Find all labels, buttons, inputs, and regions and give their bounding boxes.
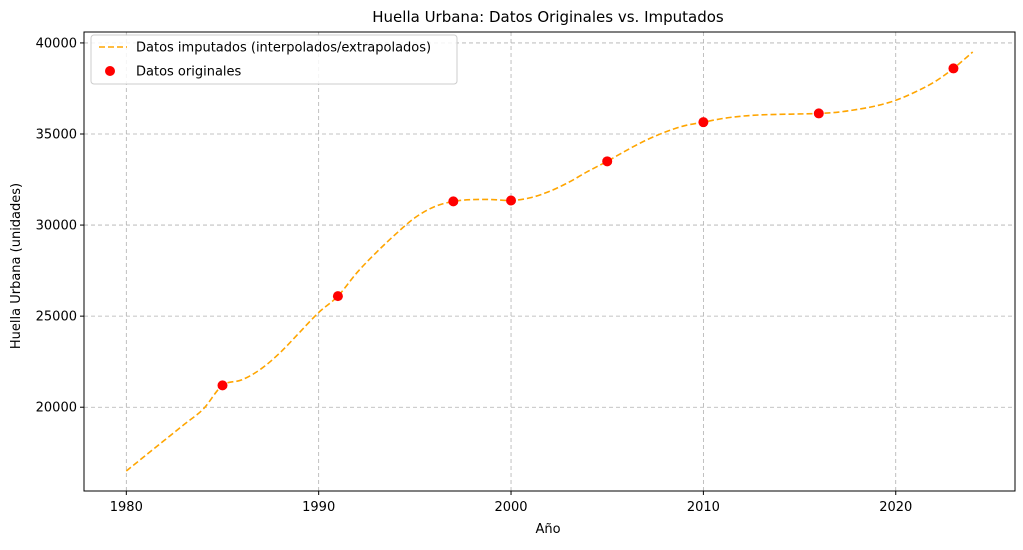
x-tick-label: 1980	[110, 500, 143, 515]
plot-area	[125, 51, 974, 472]
legend-box	[90, 34, 458, 85]
axes-frame	[83, 31, 1016, 492]
y-tick-label: 25000	[36, 310, 77, 325]
legend-label-imputed: Datos imputados (interpolados/extrapolad…	[136, 41, 431, 56]
original-data-point	[602, 156, 613, 167]
x-axis-label: Año	[535, 522, 560, 537]
y-tick-label: 20000	[36, 401, 77, 416]
y-tick-label: 40000	[36, 36, 77, 51]
grid	[84, 32, 1015, 491]
y-axis: 20000 25000 30000 35000 40000	[36, 36, 84, 416]
imputed-series-line	[125, 51, 974, 472]
x-axis: 1980 1990 2000 2010 2020	[110, 491, 912, 515]
y-axis-label: Huella Urbana (unidades)	[9, 183, 24, 349]
original-data-point	[332, 291, 343, 302]
x-tick-label: 2020	[879, 500, 912, 515]
legend-scatter-marker	[105, 66, 115, 76]
original-data-point	[948, 63, 959, 74]
chart-title: Huella Urbana: Datos Originales vs. Impu…	[372, 8, 724, 26]
x-tick-label: 2000	[494, 500, 527, 515]
original-data-point	[506, 195, 517, 206]
y-tick-label: 35000	[36, 128, 77, 143]
legend: Datos imputados (interpolados/extrapolad…	[90, 34, 458, 85]
x-tick-label: 1990	[302, 500, 335, 515]
legend-label-original: Datos originales	[136, 65, 242, 80]
original-data-point	[698, 117, 709, 128]
x-tick-label: 2010	[687, 500, 720, 515]
y-tick-label: 30000	[36, 219, 77, 234]
original-data-point	[813, 108, 824, 119]
original-data-point	[448, 196, 459, 207]
original-data-point	[217, 380, 228, 391]
